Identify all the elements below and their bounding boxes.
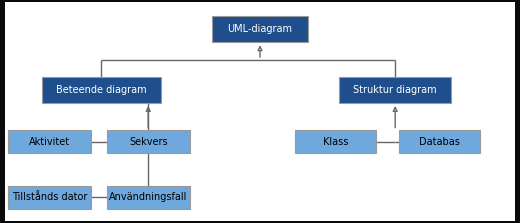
FancyBboxPatch shape bbox=[340, 78, 451, 103]
FancyBboxPatch shape bbox=[107, 186, 190, 209]
Text: UML-diagram: UML-diagram bbox=[228, 24, 292, 34]
FancyBboxPatch shape bbox=[8, 130, 91, 153]
Text: Tillstånds dator: Tillstånds dator bbox=[12, 192, 87, 202]
Text: Databas: Databas bbox=[419, 137, 460, 147]
Text: Struktur diagram: Struktur diagram bbox=[354, 85, 437, 95]
Text: Beteende diagram: Beteende diagram bbox=[56, 85, 147, 95]
FancyBboxPatch shape bbox=[399, 130, 479, 153]
FancyBboxPatch shape bbox=[5, 2, 515, 221]
Text: Sekvers: Sekvers bbox=[129, 137, 167, 147]
Text: Användningsfall: Användningsfall bbox=[109, 192, 187, 202]
FancyBboxPatch shape bbox=[295, 130, 375, 153]
Text: Aktivitet: Aktivitet bbox=[29, 137, 70, 147]
Text: Klass: Klass bbox=[323, 137, 348, 147]
FancyBboxPatch shape bbox=[42, 78, 161, 103]
FancyBboxPatch shape bbox=[107, 130, 190, 153]
FancyBboxPatch shape bbox=[212, 16, 308, 42]
FancyBboxPatch shape bbox=[8, 186, 91, 209]
